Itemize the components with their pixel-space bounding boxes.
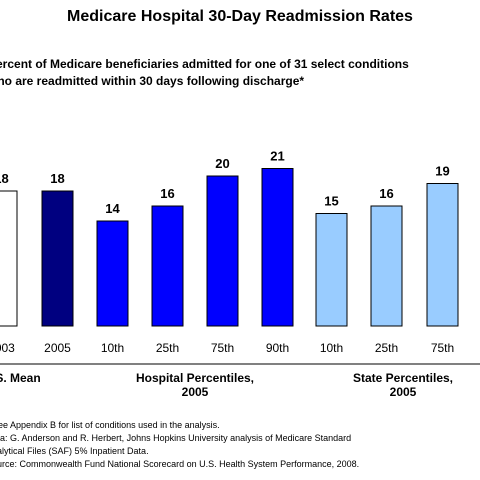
chart-title: Medicare Hospital 30-Day Readmission Rat… (67, 8, 413, 25)
footnote-line-1: * See Appendix B for list of conditions … (0, 420, 220, 430)
bar-value-label-3: 16 (160, 186, 174, 201)
category-label-0: 2003 (0, 341, 15, 355)
chart-subtitle: Percent of Medicare beneficiaries admitt… (0, 56, 480, 90)
bar-6 (315, 213, 348, 327)
footnote-line-4: Source: Commonwealth Fund National Score… (0, 459, 360, 469)
bar-value-label-7: 16 (379, 186, 393, 201)
bar-value-label-2: 14 (105, 201, 120, 216)
bar-7 (370, 205, 403, 327)
bar-value-label-5: 21 (270, 149, 284, 164)
bar-5 (261, 168, 294, 327)
bar-value-label-4: 20 (215, 156, 229, 171)
category-label-2: 10th (101, 341, 124, 355)
category-label-4: 75th (211, 341, 234, 355)
bar-value-label-1: 18 (50, 171, 64, 186)
bar-8 (426, 183, 459, 327)
footnote-line-3: Analytical Files (SAF) 5% Inpatient Data… (0, 446, 149, 456)
bar-3 (151, 205, 184, 327)
bar-value-label-0: 18 (0, 171, 9, 186)
footnotes: * See Appendix B for list of conditions … (0, 419, 480, 471)
group-label-1-line-1: 2005 (182, 385, 209, 399)
group-label-0-line-0: U.S. Mean (0, 371, 41, 385)
category-label-5: 90th (266, 341, 289, 355)
category-label-1: 2005 (44, 341, 71, 355)
group-label-2-line-1: 2005 (390, 385, 417, 399)
category-label-8: 75th (431, 341, 454, 355)
bar-0 (0, 190, 18, 327)
category-label-7: 25th (375, 341, 398, 355)
category-label-3: 25th (156, 341, 179, 355)
category-label-6: 10th (320, 341, 343, 355)
group-label-2-line-0: State Percentiles, (353, 371, 453, 385)
bar-value-label-6: 15 (324, 194, 338, 209)
bar-1 (41, 190, 74, 327)
bar-value-label-8: 19 (435, 164, 449, 179)
subtitle-line-2: who are readmitted within 30 days follow… (0, 74, 305, 88)
bar-2 (96, 220, 129, 327)
group-label-1-line-0: Hospital Percentiles, (136, 371, 254, 385)
footnote-line-2: Data: G. Anderson and R. Herbert, Johns … (0, 433, 352, 443)
subtitle-line-1: Percent of Medicare beneficiaries admitt… (0, 57, 409, 71)
bar-4 (206, 175, 239, 327)
